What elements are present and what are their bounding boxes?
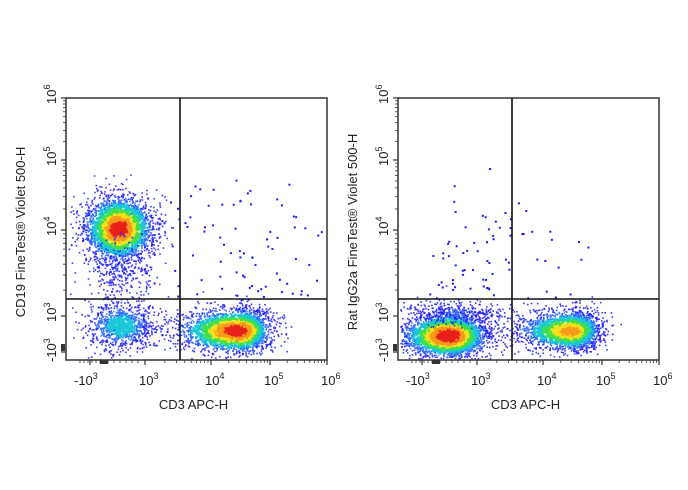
x-tick-label: 104 bbox=[537, 371, 556, 388]
y-axis: -103 103 104 105 106 bbox=[42, 85, 66, 362]
x-tick-label: 103 bbox=[471, 371, 490, 388]
y-tick-label: -103 bbox=[374, 338, 391, 362]
x-axis-title: CD3 APC-H bbox=[159, 397, 228, 412]
y-axis-title: CD19 FineTest® Violet 500-H bbox=[13, 147, 28, 317]
y-tick-label: 103 bbox=[374, 303, 391, 322]
plot-panel-isotype: -103 103 104 105 106 CD3 APC-H -103 103 104 105 10… bbox=[332, 0, 676, 490]
density-plot-cd19: -103 103 104 105 106 CD3 APC-H -103 103 104 105 10… bbox=[13, 85, 340, 412]
y-tick-label: 106 bbox=[42, 85, 59, 104]
x-tick-label: 105 bbox=[264, 371, 283, 388]
y-tick-label: -103 bbox=[42, 338, 59, 362]
event-dots bbox=[400, 168, 622, 360]
x-tick-label: -103 bbox=[74, 371, 98, 388]
density-plot-isotype: -103 103 104 105 106 CD3 APC-H -103 103 104 105 10… bbox=[345, 85, 672, 412]
y-tick-label: 105 bbox=[42, 147, 59, 166]
event-dots bbox=[68, 174, 323, 360]
y-tick-label: 106 bbox=[374, 85, 391, 104]
x-tick-label: 105 bbox=[596, 371, 615, 388]
x-tick-label: 106 bbox=[321, 371, 340, 388]
y-axis-title: Rat IgG2a FineTest® Violet 500-H bbox=[345, 134, 360, 331]
y-tick-label: 105 bbox=[374, 147, 391, 166]
y-tick-label: 103 bbox=[42, 303, 59, 322]
x-axis: -103 103 104 105 106 bbox=[406, 360, 672, 388]
y-tick-label: 104 bbox=[42, 217, 59, 236]
y-axis: -103 103 104 105 106 bbox=[374, 85, 398, 362]
x-tick-label: -103 bbox=[406, 371, 430, 388]
x-tick-label: 106 bbox=[653, 371, 672, 388]
plot-panel-cd19: -103 103 104 105 106 CD3 APC-H -103 103 104 105 10… bbox=[13, 85, 340, 412]
x-tick-label: 104 bbox=[205, 371, 224, 388]
x-tick-label: 103 bbox=[139, 371, 158, 388]
y-tick-label: 104 bbox=[374, 217, 391, 236]
x-axis: -103 103 104 105 106 bbox=[74, 360, 340, 388]
x-axis-title: CD3 APC-H bbox=[491, 397, 560, 412]
